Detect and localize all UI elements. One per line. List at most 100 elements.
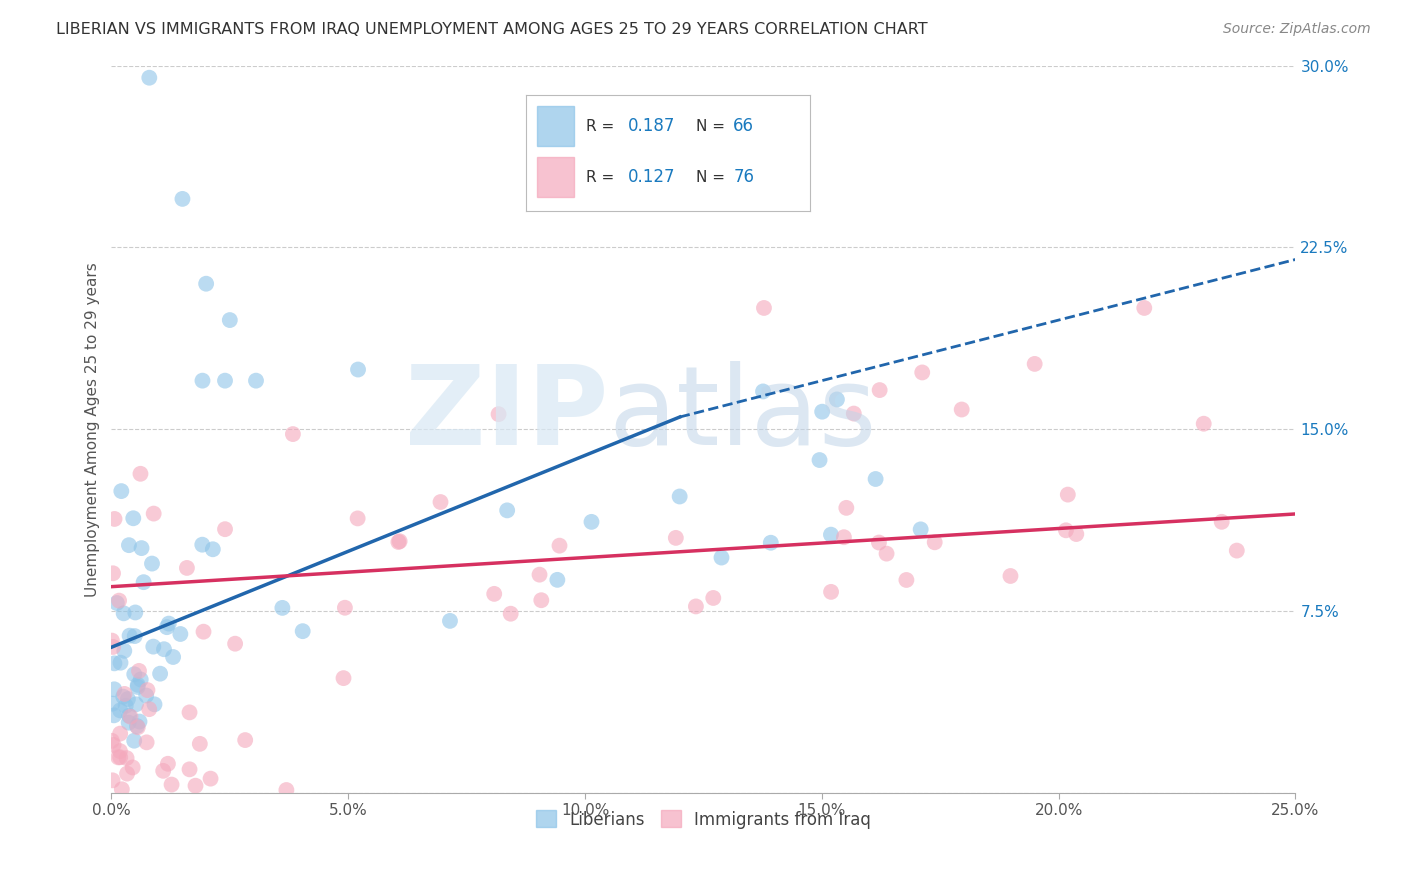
Immigrants from Iraq [387, 535, 409, 549]
Liberians [153, 642, 176, 657]
Liberians [108, 703, 131, 717]
Immigrants from Iraq [108, 750, 131, 764]
Text: ZIP: ZIP [405, 361, 609, 468]
Immigrants from Iraq [136, 683, 159, 698]
Immigrants from Iraq [488, 407, 510, 421]
Immigrants from Iraq [138, 702, 160, 716]
Liberians [141, 557, 163, 571]
Immigrants from Iraq [111, 782, 134, 797]
Liberians [820, 527, 842, 541]
Y-axis label: Unemployment Among Ages 25 to 29 years: Unemployment Among Ages 25 to 29 years [86, 261, 100, 597]
Liberians [865, 472, 887, 486]
Liberians [125, 698, 148, 712]
Liberians [124, 606, 146, 620]
Liberians [825, 392, 848, 407]
Liberians [112, 607, 135, 621]
Immigrants from Iraq [346, 511, 368, 525]
Immigrants from Iraq [281, 427, 304, 442]
Immigrants from Iraq [1211, 515, 1233, 529]
Liberians [546, 573, 568, 587]
Immigrants from Iraq [896, 573, 918, 587]
Liberians [103, 682, 125, 697]
Immigrants from Iraq [333, 600, 356, 615]
Immigrants from Iraq [108, 726, 131, 740]
Immigrants from Iraq [127, 720, 149, 734]
Liberians [496, 503, 519, 517]
Immigrants from Iraq [665, 531, 688, 545]
Liberians [118, 708, 141, 723]
Liberians [710, 550, 733, 565]
Immigrants from Iraq [101, 773, 124, 788]
Liberians [439, 614, 461, 628]
Liberians [172, 192, 194, 206]
Liberians [118, 629, 141, 643]
Liberians [127, 678, 149, 692]
Liberians [195, 277, 218, 291]
Immigrants from Iraq [184, 779, 207, 793]
Immigrants from Iraq [702, 591, 724, 605]
Liberians [169, 627, 191, 641]
Liberians [214, 374, 236, 388]
Immigrants from Iraq [820, 585, 842, 599]
Immigrants from Iraq [121, 760, 143, 774]
Immigrants from Iraq [101, 734, 124, 748]
Immigrants from Iraq [224, 637, 246, 651]
Liberians [122, 667, 145, 681]
Immigrants from Iraq [179, 706, 201, 720]
Immigrants from Iraq [530, 593, 553, 607]
Liberians [143, 698, 166, 712]
Liberians [124, 629, 146, 643]
Immigrants from Iraq [193, 624, 215, 639]
Liberians [101, 697, 124, 711]
Immigrants from Iraq [876, 547, 898, 561]
Liberians [347, 362, 370, 376]
Liberians [811, 405, 834, 419]
Liberians [245, 374, 267, 388]
Liberians [131, 541, 153, 555]
Liberians [132, 575, 155, 590]
Liberians [112, 644, 135, 658]
Immigrants from Iraq [233, 733, 256, 747]
Immigrants from Iraq [950, 402, 973, 417]
Liberians [142, 640, 165, 654]
Immigrants from Iraq [103, 512, 125, 526]
Liberians [122, 733, 145, 747]
Liberians [759, 535, 782, 549]
Immigrants from Iraq [842, 407, 865, 421]
Immigrants from Iraq [108, 744, 131, 758]
Text: Source: ZipAtlas.com: Source: ZipAtlas.com [1223, 22, 1371, 37]
Immigrants from Iraq [1056, 487, 1078, 501]
Liberians [752, 384, 775, 399]
Immigrants from Iraq [388, 534, 411, 549]
Liberians [135, 689, 157, 703]
Immigrants from Iraq [1192, 417, 1215, 431]
Immigrants from Iraq [429, 495, 451, 509]
Immigrants from Iraq [911, 366, 934, 380]
Liberians [105, 596, 128, 610]
Liberians [128, 714, 150, 729]
Liberians [129, 673, 152, 687]
Liberians [114, 698, 136, 713]
Immigrants from Iraq [548, 539, 571, 553]
Immigrants from Iraq [108, 593, 131, 607]
Liberians [138, 70, 160, 85]
Immigrants from Iraq [1226, 543, 1249, 558]
Liberians [103, 657, 125, 671]
Immigrants from Iraq [484, 587, 506, 601]
Immigrants from Iraq [924, 535, 946, 549]
Liberians [157, 616, 180, 631]
Immigrants from Iraq [752, 301, 775, 315]
Immigrants from Iraq [101, 633, 124, 648]
Immigrants from Iraq [107, 750, 129, 764]
Immigrants from Iraq [103, 738, 125, 752]
Liberians [117, 692, 139, 706]
Immigrants from Iraq [114, 687, 136, 701]
Liberians [191, 374, 214, 388]
Liberians [156, 620, 179, 634]
Immigrants from Iraq [332, 671, 354, 685]
Immigrants from Iraq [1000, 569, 1022, 583]
Liberians [218, 313, 240, 327]
Liberians [103, 708, 125, 723]
Immigrants from Iraq [869, 383, 891, 397]
Liberians [112, 690, 135, 704]
